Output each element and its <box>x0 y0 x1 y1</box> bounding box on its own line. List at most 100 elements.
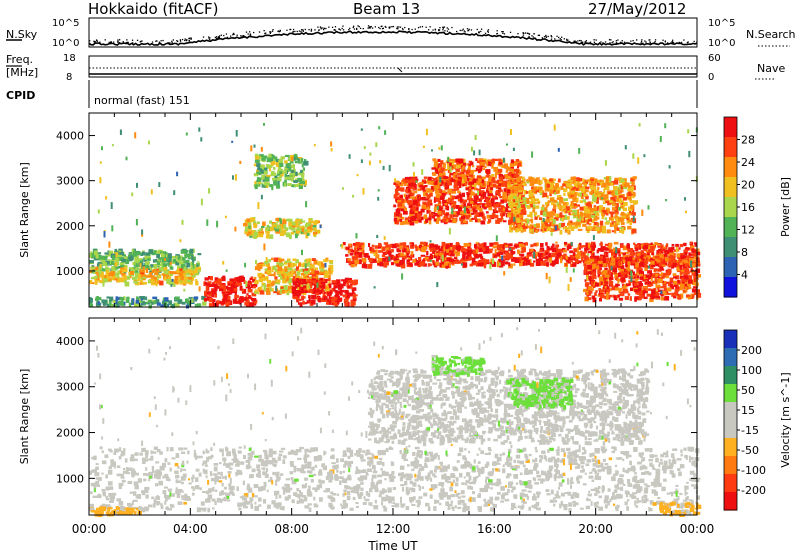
noise-search-point <box>585 40 587 42</box>
power-heatmap-cell <box>204 290 208 296</box>
noise-search-point <box>480 30 482 33</box>
power-heatmap-cell <box>227 291 230 296</box>
power-heatmap-cell <box>439 164 443 168</box>
power-heatmap-cell <box>572 196 577 201</box>
power-heatmap-cell <box>500 165 504 168</box>
power-heatmap-cell <box>434 244 438 247</box>
power-heatmap-cell <box>424 185 428 188</box>
noise-search-point <box>328 26 330 28</box>
power-heatmap-cell <box>345 254 349 257</box>
noise-search-point <box>302 29 304 31</box>
power-heatmap-cell <box>277 282 280 285</box>
power-heatmap-cell <box>576 219 582 222</box>
power-heatmap-cell <box>655 279 658 284</box>
power-heatmap-cell <box>195 271 199 276</box>
power-heatmap-cell <box>468 172 474 178</box>
power-heatmap-cell <box>339 289 345 293</box>
noise-search-point <box>649 42 652 44</box>
power-heatmap-cell <box>546 195 549 199</box>
noise-search-point <box>179 40 182 42</box>
power-heatmap-cell <box>133 280 138 284</box>
power-heatmap-cell <box>613 241 619 245</box>
power-heatmap-cell <box>429 213 434 217</box>
power-heatmap-cell <box>414 210 418 214</box>
power-heatmap-cell <box>611 230 616 233</box>
noise-search-point <box>630 40 632 42</box>
power-heatmap-cell <box>151 280 155 286</box>
power-heatmap-cell <box>545 203 549 208</box>
power-heatmap-cell <box>411 244 414 249</box>
power-heatmap-cell <box>332 297 337 301</box>
power-heatmap-cell <box>684 286 688 292</box>
power-heatmap-cell <box>431 167 437 170</box>
power-heatmap-cell <box>152 296 158 300</box>
power-heatmap-cell <box>416 213 421 217</box>
power-heatmap-cell <box>630 196 635 199</box>
power-heatmap-cell <box>584 249 588 254</box>
noise-search-point <box>671 41 673 43</box>
power-heatmap-cell <box>414 258 417 263</box>
noise-search-point <box>612 41 614 43</box>
power-heatmap-cell <box>690 267 693 271</box>
power-heatmap-cell <box>542 211 548 217</box>
power-heatmap-cell <box>529 228 533 232</box>
noise-search-point <box>550 35 552 37</box>
power-heatmap-cell <box>614 177 620 180</box>
power-heatmap-cell <box>548 181 553 186</box>
power-heatmap-cell <box>540 256 543 262</box>
power-heatmap-cell <box>573 248 578 253</box>
power-heatmap-cell <box>560 185 564 190</box>
power-heatmap-cell <box>328 281 331 286</box>
power-heatmap-cell <box>537 215 540 218</box>
power-heatmap-cell <box>299 282 304 285</box>
power-heatmap-cell <box>277 266 283 272</box>
power-heatmap-cell <box>683 242 687 247</box>
power-heatmap-cell <box>141 251 146 256</box>
power-heatmap-cell <box>548 252 552 257</box>
power-heatmap-cell <box>318 262 321 267</box>
power-heatmap-cell <box>259 278 264 281</box>
noise-search-point <box>545 34 547 37</box>
power-heatmap-cell <box>463 204 466 209</box>
power-heatmap-cell <box>556 190 560 194</box>
power-heatmap-cell <box>363 260 366 265</box>
power-heatmap-cell <box>440 251 444 254</box>
power-heatmap-cell <box>642 264 646 268</box>
power-heatmap-cell <box>306 300 311 304</box>
power-heatmap-cell <box>539 192 543 195</box>
power-heatmap-cell <box>619 291 625 297</box>
power-heatmap-cell <box>548 257 552 260</box>
power-heatmap-cell <box>439 174 445 179</box>
power-heatmap-cell <box>590 184 593 190</box>
power-heatmap-cell <box>181 273 186 278</box>
power-heatmap-cell <box>434 204 438 208</box>
power-heatmap-cell <box>546 261 549 267</box>
power-heatmap-cell <box>637 267 640 270</box>
power-heatmap-cell <box>537 252 543 257</box>
power-heatmap-cell <box>496 210 499 214</box>
power-heatmap-cell <box>494 197 499 200</box>
power-heatmap-cell <box>135 299 140 304</box>
power-heatmap-cell <box>298 262 302 267</box>
noise-search-point <box>277 30 280 32</box>
noise-search-point <box>367 27 369 29</box>
power-heatmap-cell <box>579 200 584 203</box>
power-heatmap-cell <box>536 228 540 232</box>
power-heatmap-cell <box>279 287 284 292</box>
power-heatmap-cell <box>681 277 684 282</box>
power-heatmap-cell <box>590 214 595 219</box>
noise-search-point <box>131 39 134 41</box>
power-heatmap-cell <box>401 179 406 185</box>
power-heatmap-cell <box>607 271 611 276</box>
power-heatmap-cell <box>277 290 281 293</box>
noise-search-point <box>119 39 121 41</box>
power-heatmap-cell <box>462 262 468 268</box>
noise-search-point <box>352 26 354 29</box>
noise-search-point <box>151 41 154 43</box>
power-heatmap-cell <box>569 250 574 254</box>
power-heatmap-cell <box>494 254 497 258</box>
power-heatmap-cell <box>503 163 508 167</box>
power-heatmap-cell <box>530 221 534 224</box>
power-heatmap-cell <box>534 211 538 216</box>
power-heatmap-cell <box>478 247 483 253</box>
